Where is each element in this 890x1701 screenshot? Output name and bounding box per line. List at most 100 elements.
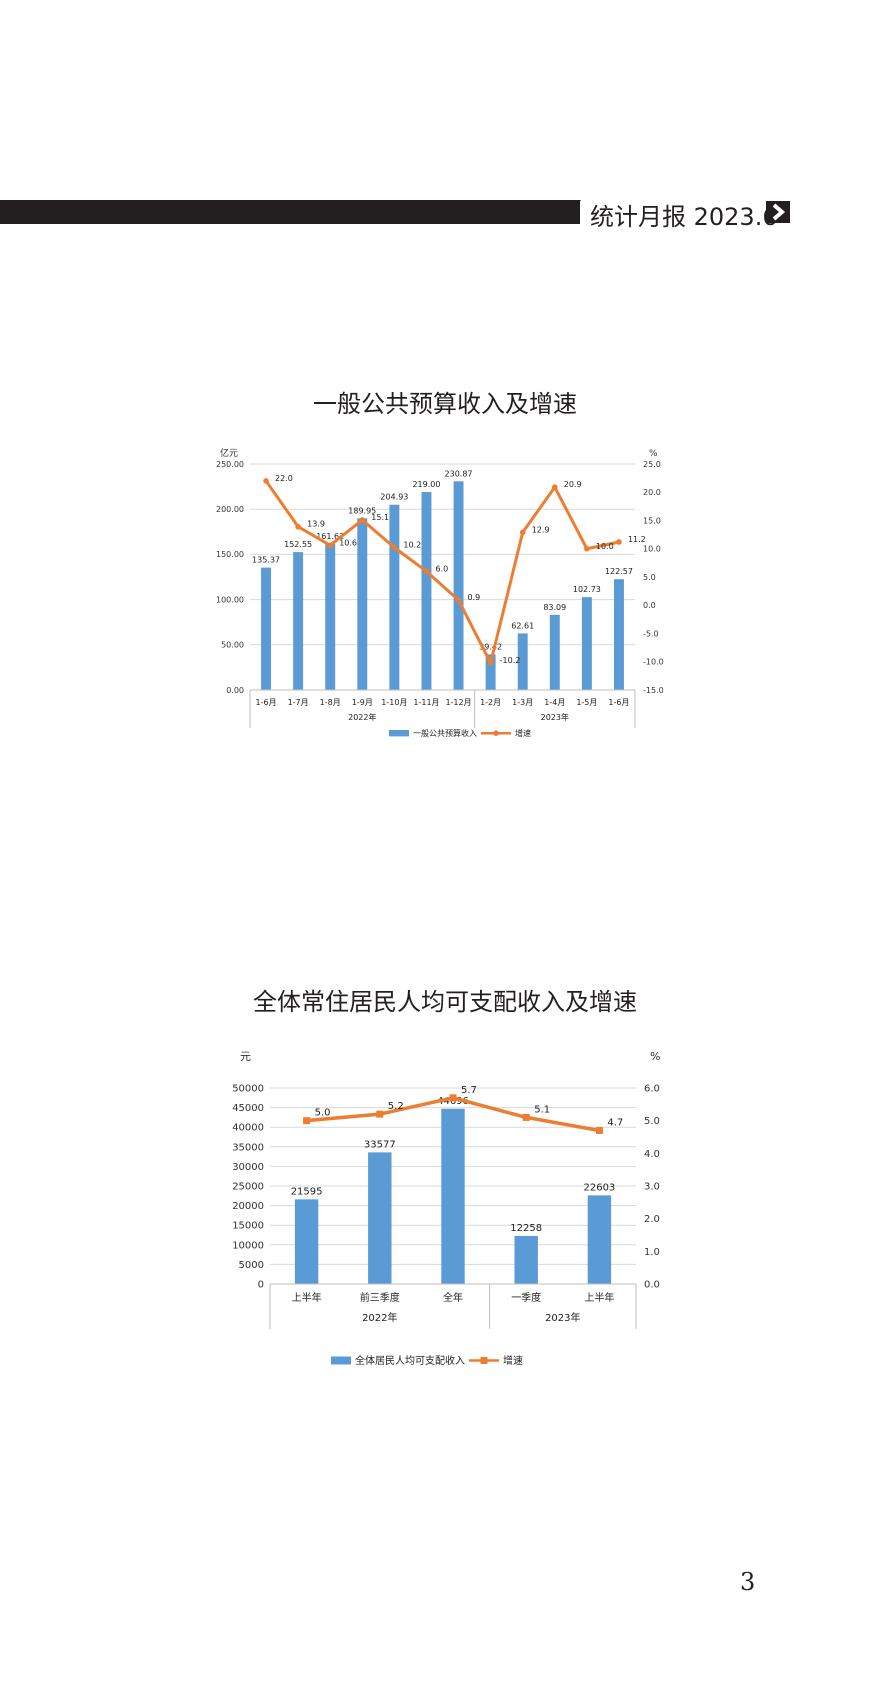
bar <box>453 481 464 690</box>
x-tick-label: 1-6月 <box>256 698 277 707</box>
line-point <box>327 542 334 549</box>
x-tick-label: 1-12月 <box>445 698 471 707</box>
x-group-label: 2022年 <box>362 1311 397 1324</box>
line-value-label: 11.2 <box>628 535 646 544</box>
legend-label: 增速 <box>503 1354 523 1367</box>
bar-value-label: 122.57 <box>605 567 633 576</box>
page-number: 3 <box>740 1568 756 1596</box>
chart-revenue: 0.00 50.00 100.00 150.00 200.00 250.00 -15.0 -1… <box>216 447 664 738</box>
legend-swatch-marker <box>493 730 499 736</box>
line-value-label: 10.0 <box>596 542 614 551</box>
line-point <box>551 484 558 490</box>
y2-tick-label: 5.0 <box>643 573 656 582</box>
x-tick-label: 一季度 <box>511 1291 541 1304</box>
line-series-growth <box>264 480 620 665</box>
bar-value-label: 12258 <box>510 1223 542 1234</box>
y-tick-label: 100.00 <box>216 595 244 604</box>
bar <box>517 633 528 690</box>
bar-value-label: 102.73 <box>573 585 601 594</box>
bar <box>514 1235 538 1284</box>
y2-tick-label: 25.0 <box>643 460 661 469</box>
y-tick-label: 150.00 <box>216 550 244 559</box>
bar <box>294 1199 319 1284</box>
y-tick-label: 200.00 <box>216 505 244 514</box>
line-value-label: -10.2 <box>500 656 521 665</box>
y2-tick-label: 2.0 <box>644 1214 660 1225</box>
line-value-label: 5.2 <box>388 1101 404 1112</box>
bar <box>581 597 592 690</box>
bar <box>613 579 624 690</box>
line-point <box>519 529 526 536</box>
bar <box>368 1152 392 1284</box>
bar-value-label: 189.95 <box>348 506 376 515</box>
x-tick-label: 1-5月 <box>576 698 597 707</box>
y2-tick-label: -5.0 <box>643 629 659 638</box>
y-tick-label: 30000 <box>232 1162 264 1173</box>
y-tick-label: 50000 <box>232 1084 264 1095</box>
line-point <box>423 568 430 575</box>
y-tick-label: 5000 <box>239 1260 264 1271</box>
bar <box>261 567 272 690</box>
legend-label: 一般公共预算收入 <box>413 728 477 738</box>
y-tick-label: 50.00 <box>221 641 244 650</box>
bar <box>549 614 560 690</box>
y2-tick-label: 5.0 <box>644 1116 660 1127</box>
y-tick-label: 250.00 <box>216 460 244 469</box>
y2-axis-label: % <box>650 1050 660 1063</box>
x-tick-label: 全年 <box>443 1291 463 1304</box>
line-point <box>449 1094 457 1102</box>
bar <box>293 552 304 690</box>
y2-tick-label: 1.0 <box>644 1247 660 1258</box>
y2-tick-label: 10.0 <box>643 545 661 554</box>
header-title: 统计月报 2023.6 <box>590 203 778 231</box>
legend-label: 增速 <box>515 728 531 738</box>
line-value-label: 0.9 <box>468 593 481 602</box>
bar <box>441 1108 465 1284</box>
line-point <box>263 478 269 484</box>
line-value-label: 5.7 <box>461 1085 477 1096</box>
bar-value-label: 39.42 <box>479 642 502 651</box>
y2-tick-label: 4.0 <box>644 1149 660 1160</box>
line-point <box>295 523 301 530</box>
y2-tick-label: 3.0 <box>644 1182 660 1193</box>
bar <box>357 518 368 690</box>
bar <box>389 504 400 690</box>
y-axis-label: 亿元 <box>220 447 238 459</box>
x-tick-label: 前三季度 <box>360 1291 400 1304</box>
legend-swatch-marker <box>480 1357 488 1364</box>
y-tick-label: 25000 <box>232 1182 264 1193</box>
y-tick-label: 10000 <box>232 1240 264 1251</box>
line-point <box>359 517 366 523</box>
x-tick-label: 1-3月 <box>512 698 533 707</box>
chart-title: 全体常住居民人均可支配收入及增速 <box>253 988 637 1016</box>
chart-income: 0 5000 10000 15000 20000 25000 30000 35000 40000… <box>232 1050 660 1367</box>
y-tick-label: 40000 <box>232 1123 264 1134</box>
bar-value-label: 33577 <box>364 1139 396 1150</box>
y-tick-label: 0 <box>258 1280 264 1291</box>
x-group-label: 2023年 <box>541 712 569 722</box>
x-tick-label: 1-4月 <box>544 698 565 707</box>
y2-tick-label: -10.0 <box>643 658 664 667</box>
y2-tick-label: 6.0 <box>644 1084 660 1095</box>
y2-tick-label: 20.0 <box>643 488 661 497</box>
line-point <box>616 539 622 545</box>
bar-value-label: 22603 <box>583 1182 615 1193</box>
y2-tick-label: 0.0 <box>643 601 656 610</box>
y-tick-label: 20000 <box>232 1201 264 1212</box>
line-value-label: 5.0 <box>315 1108 331 1119</box>
x-tick-label: 1-7月 <box>288 698 309 707</box>
y2-tick-label: -15.0 <box>643 686 664 695</box>
x-tick-label: 上半年 <box>292 1291 322 1304</box>
line-point <box>584 545 590 552</box>
bar-value-label: 230.87 <box>445 469 473 478</box>
bar <box>485 654 496 690</box>
y2-tick-label: 0.0 <box>644 1280 660 1291</box>
bar-value-label: 135.37 <box>252 556 280 565</box>
bar-value-label: 21595 <box>291 1186 323 1197</box>
y-tick-label: 45000 <box>232 1103 264 1114</box>
x-group-label: 2023年 <box>545 1311 580 1324</box>
chart-title: 一般公共预算收入及增速 <box>313 390 577 418</box>
line-value-label: 12.9 <box>532 525 550 534</box>
line-point <box>595 1126 603 1134</box>
bar <box>587 1195 612 1284</box>
